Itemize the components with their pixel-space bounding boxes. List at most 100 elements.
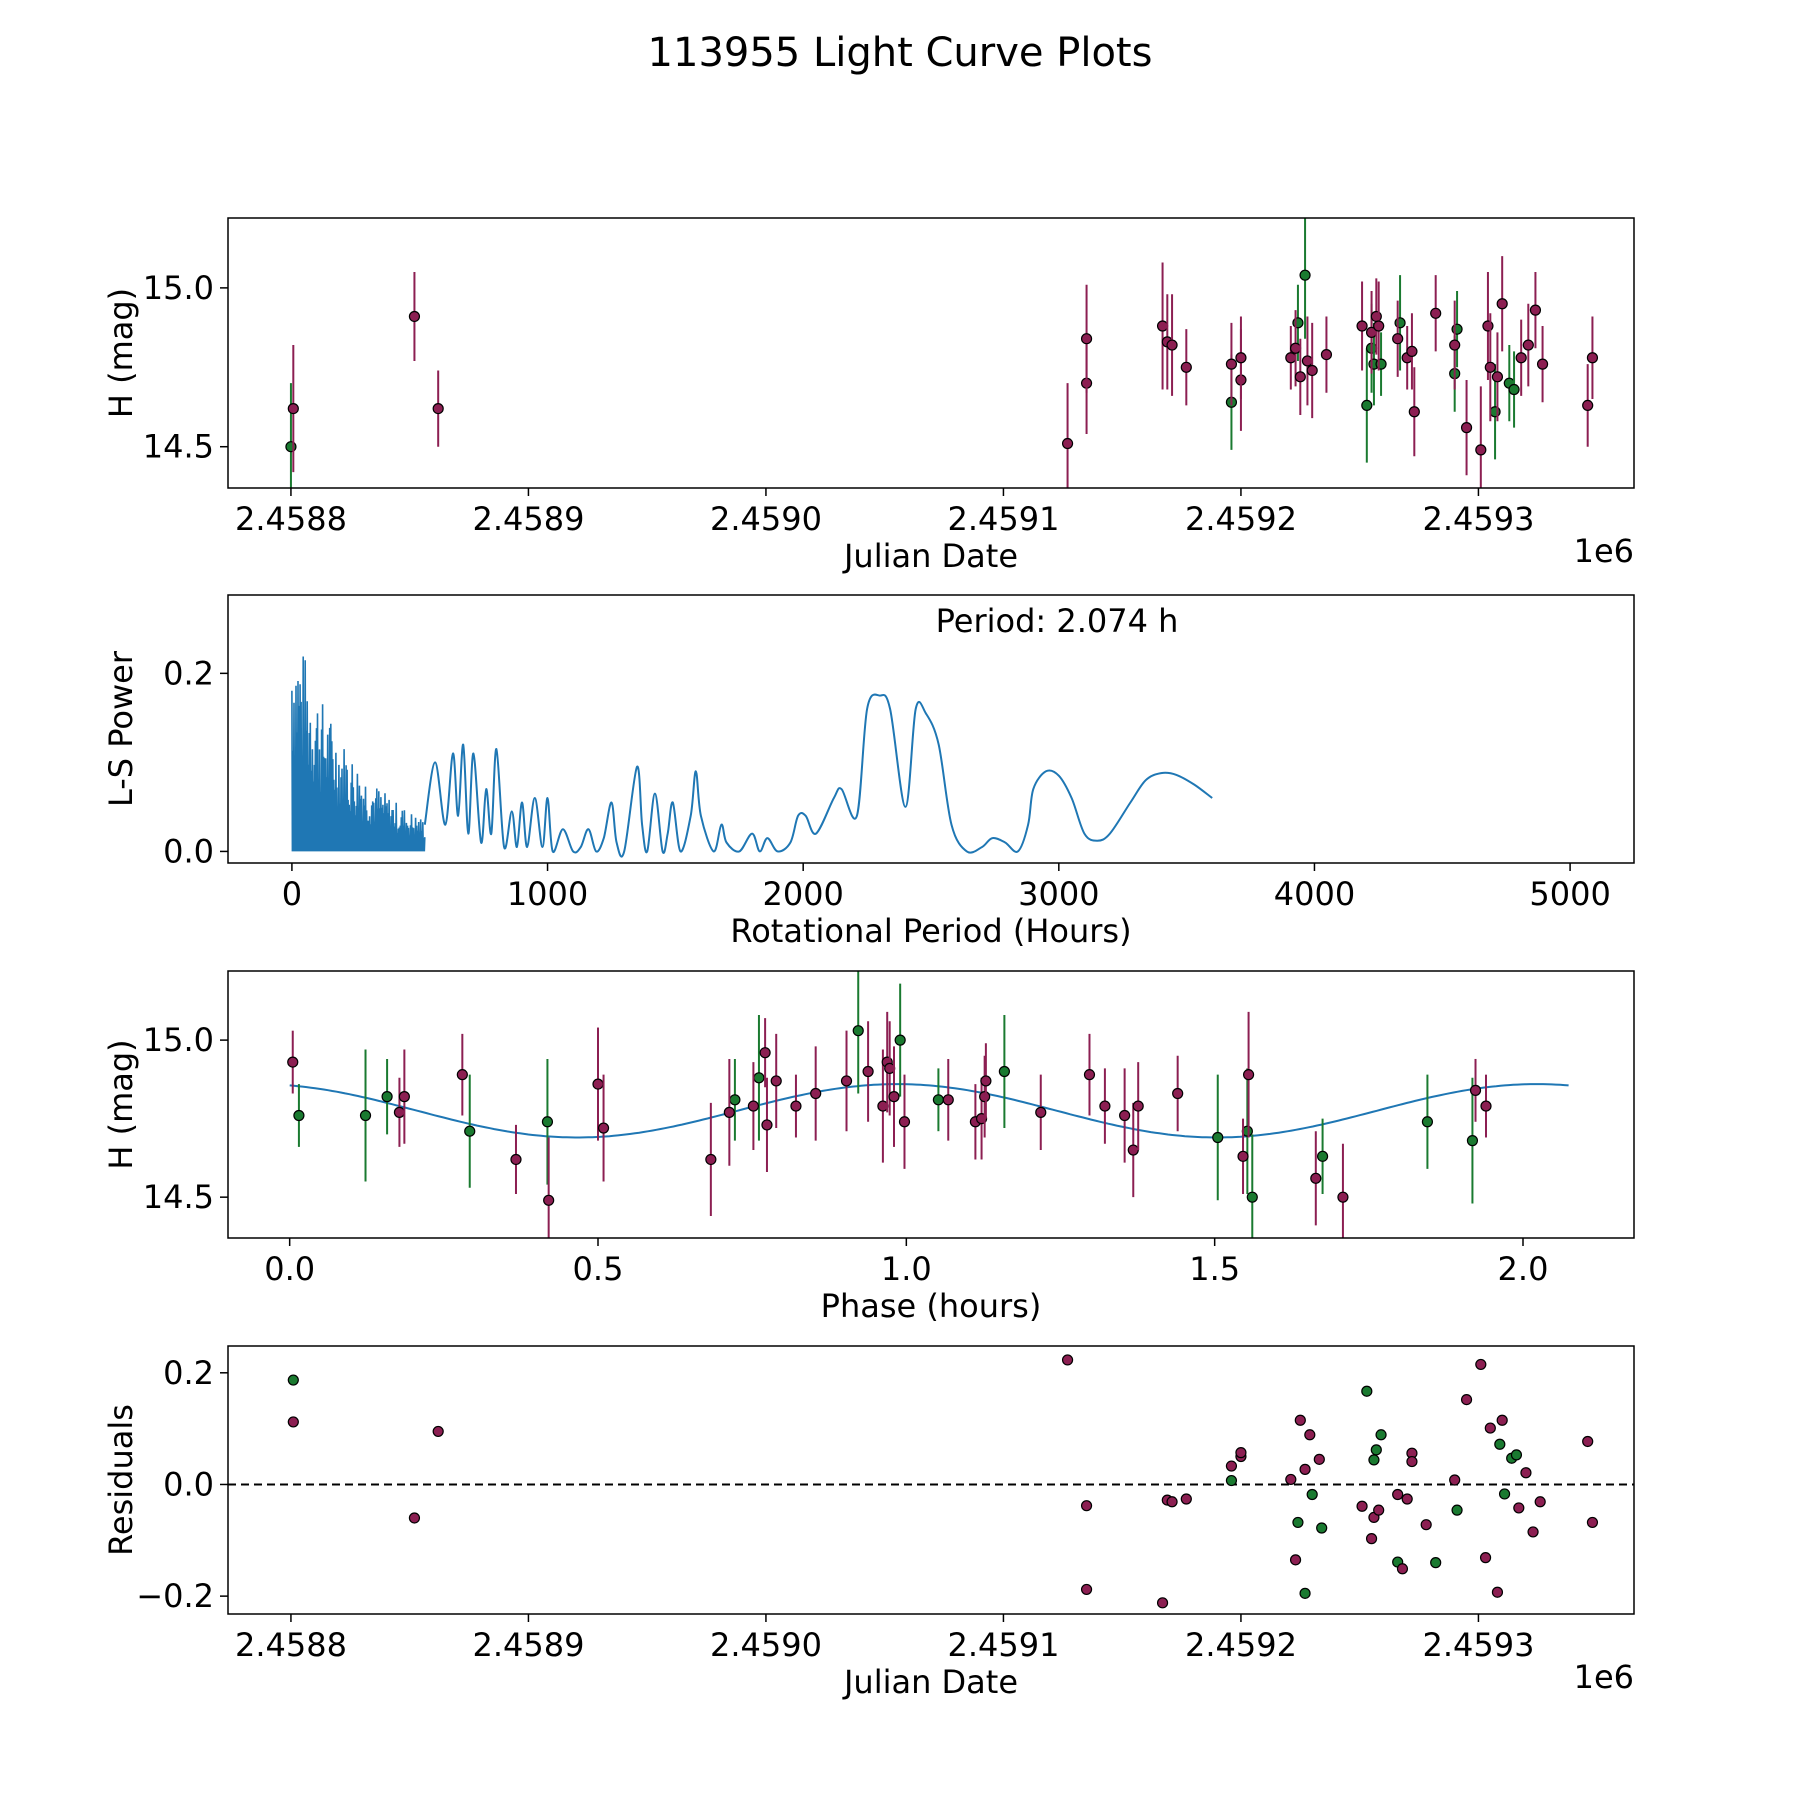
data-point-r: [1392, 333, 1404, 345]
data-point-r: [790, 1100, 802, 1112]
data-point-r: [1235, 352, 1247, 364]
data-point-g: [1375, 1429, 1387, 1441]
data-point-r: [1392, 1488, 1404, 1501]
data-point-r: [543, 1194, 555, 1206]
data-point-g: [287, 1374, 299, 1386]
data-point-r: [1491, 371, 1504, 383]
x-axis-label: Julian Date: [842, 1663, 1018, 1701]
x-axis-label: Julian Date: [842, 537, 1018, 575]
data-point-r: [1401, 1493, 1413, 1505]
data-point-g: [1299, 1587, 1311, 1599]
data-point-r: [1420, 1519, 1432, 1531]
data-point-r: [1534, 1496, 1546, 1508]
axes-frame: [227, 594, 1635, 864]
data-point-r: [1527, 1526, 1539, 1538]
data-point-g: [1370, 1444, 1382, 1456]
phase-plot-panel: 0.0 0.5 1.0 1.5 2.0 14.5 15.0 Phase (hours) H (m…: [102, 970, 1635, 1325]
data-point-g: [1421, 1116, 1434, 1128]
x-tick-label: 2.4591: [947, 1626, 1059, 1664]
plot-area: [285, 218, 1599, 488]
data-point-g: [359, 1109, 372, 1122]
data-point-r: [1469, 1084, 1482, 1096]
data-point-r: [705, 1153, 717, 1166]
data-point-r: [1301, 355, 1314, 367]
data-point-r: [398, 1091, 410, 1103]
x-tick-label: 1.5: [1189, 1250, 1240, 1288]
data-point-g: [1375, 358, 1387, 370]
data-point-r: [1242, 1069, 1255, 1081]
data-point-r: [1406, 345, 1418, 358]
y-tick-label: 14.5: [143, 1178, 214, 1216]
data-point-r: [1294, 1414, 1306, 1426]
data-point-r: [888, 1091, 900, 1103]
x-tick-label: 2.4589: [472, 500, 584, 538]
data-point-r: [1480, 1100, 1492, 1112]
data-point-r: [1365, 1533, 1378, 1545]
data-point-r: [1099, 1100, 1111, 1112]
data-point-g: [1316, 1150, 1329, 1162]
data-point-r: [1484, 1422, 1496, 1434]
data-point-r: [1408, 406, 1420, 418]
data-point-r: [597, 1122, 610, 1134]
periodogram-line: [423, 693, 1213, 858]
axes-frame: [227, 1345, 1635, 1615]
data-point-g: [998, 1065, 1010, 1078]
data-point-g: [1361, 1385, 1373, 1397]
data-point-r: [1529, 304, 1542, 316]
x-tick-label: 1000: [507, 875, 588, 913]
y-tick-label: 0.0: [163, 1465, 214, 1503]
light-curve-panel: 2.4588 2.4589 2.4590 2.4591 2.4592 2.4593 14.5…: [102, 217, 1635, 575]
data-point-r: [1310, 1172, 1322, 1184]
data-point-r: [840, 1075, 853, 1087]
x-axis-label: Rotational Period (Hours): [730, 912, 1131, 950]
x-tick-label: 0.0: [264, 1250, 315, 1288]
data-point-r: [1235, 1447, 1247, 1459]
data-point-r: [1475, 444, 1487, 456]
data-point-r: [1520, 1467, 1532, 1479]
plot-area: [228, 1354, 1634, 1609]
data-point-r: [862, 1065, 874, 1078]
data-point-r: [759, 1047, 771, 1059]
data-point-g: [381, 1091, 393, 1103]
data-point-r: [408, 310, 421, 323]
data-point-r: [1156, 1597, 1169, 1609]
data-point-r: [1449, 1474, 1461, 1486]
data-point-r: [1515, 352, 1527, 364]
y-tick-label: 14.5: [143, 428, 214, 466]
data-point-g: [729, 1094, 741, 1106]
axes-frame: [227, 970, 1635, 1239]
x-tick-label: 2.4591: [947, 500, 1059, 538]
data-point-r: [1582, 399, 1594, 412]
data-point-g: [1292, 1516, 1304, 1529]
y-axis-label: H (mag): [102, 288, 140, 418]
data-point-r: [1285, 352, 1297, 364]
figure-title: 113955 Light Curve Plots: [648, 30, 1153, 76]
data-point-r: [1496, 298, 1508, 310]
data-point-g: [1494, 1438, 1506, 1450]
data-point-g: [1292, 317, 1304, 329]
data-point-r: [510, 1153, 522, 1166]
data-point-g: [1225, 1474, 1238, 1487]
data-point-g: [285, 441, 297, 453]
data-point-r: [761, 1119, 773, 1131]
data-point-r: [1061, 1354, 1074, 1366]
x-tick-label: 2.4593: [1422, 500, 1534, 538]
data-point-r: [1285, 1473, 1297, 1486]
data-point-g: [1510, 1449, 1523, 1461]
x-tick-label: 2.4589: [472, 1626, 584, 1664]
data-point-r: [1289, 1554, 1302, 1566]
data-point-g: [753, 1072, 765, 1084]
data-point-r: [287, 1056, 299, 1068]
data-point-r: [1080, 333, 1093, 345]
data-point-r: [432, 1425, 444, 1438]
x-axis-label: Phase (hours): [821, 1287, 1042, 1325]
data-point-r: [1132, 1100, 1144, 1112]
data-point-r: [1496, 1414, 1508, 1426]
data-point-g: [1306, 1488, 1318, 1501]
data-point-r: [1356, 320, 1368, 332]
x-tick-label: 2000: [762, 875, 843, 913]
data-point-g: [1316, 1522, 1328, 1534]
data-point-g: [541, 1116, 554, 1128]
fit-curve: [289, 1083, 1569, 1139]
y-tick-label: −0.2: [136, 1577, 214, 1615]
